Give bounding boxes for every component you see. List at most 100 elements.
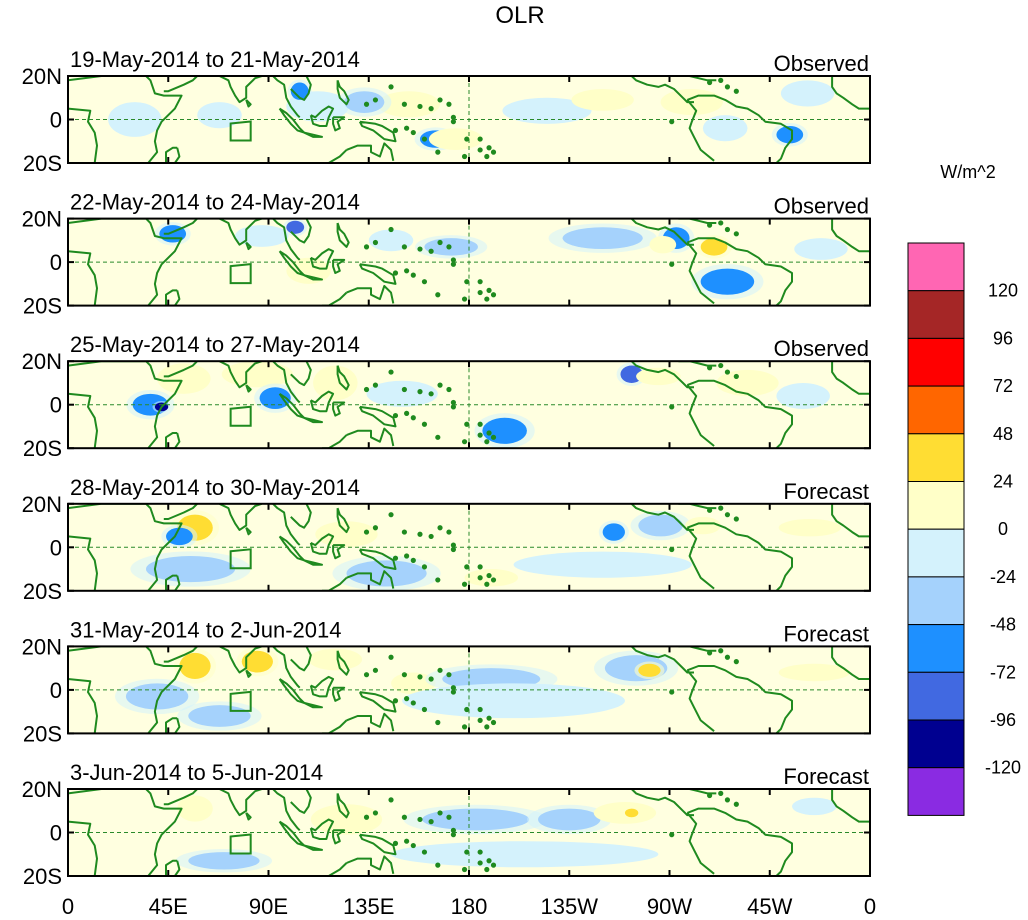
- island-dot: [446, 814, 452, 820]
- region-box: [229, 833, 252, 855]
- island-dot: [733, 88, 739, 94]
- island-dot: [718, 220, 724, 226]
- coastlines: [68, 646, 870, 734]
- island-dot: [437, 382, 443, 388]
- y-tick-label: 0: [50, 678, 62, 703]
- island-dot: [464, 706, 470, 713]
- x-axis: 0 45E 90E 135E 180 135W 90W 45W 0: [62, 894, 876, 919]
- coastline-segment: [219, 218, 263, 246]
- island-dot: [464, 279, 470, 285]
- island-dot: [446, 244, 452, 250]
- coastline-segment: [358, 405, 397, 428]
- anomaly-contour: [313, 365, 358, 401]
- anomaly-contour: [794, 238, 848, 260]
- coastline-segment: [68, 678, 98, 734]
- y-tick-label: 20S: [23, 294, 62, 319]
- coastline-segment: [686, 812, 715, 875]
- island-dot: [450, 257, 457, 263]
- panel-kind: Forecast: [783, 764, 869, 789]
- coastline-segment: [322, 577, 348, 591]
- island-dot: [388, 797, 394, 803]
- island-dot: [707, 365, 713, 371]
- coastline-segment: [831, 76, 870, 110]
- anomaly-contour: [177, 795, 213, 822]
- panel-kind: Forecast: [783, 479, 869, 504]
- x-tick-label: 90E: [249, 894, 288, 919]
- island-dot: [421, 421, 428, 427]
- island-dot: [707, 792, 713, 799]
- island-dot: [669, 404, 675, 410]
- anomaly-contour: [446, 255, 581, 278]
- legend-label: 120: [988, 281, 1018, 301]
- island-dot: [392, 698, 399, 704]
- coastline-segment: [245, 669, 252, 678]
- figure-title: OLR: [495, 2, 544, 29]
- island-dot: [669, 832, 675, 838]
- coastline-segment: [358, 833, 397, 856]
- island-dot: [421, 564, 428, 570]
- anomaly-contour: [464, 569, 519, 587]
- island-dot: [707, 650, 713, 656]
- island-dot: [718, 790, 724, 796]
- legend-label: -72: [990, 662, 1016, 682]
- island-dot: [450, 542, 457, 548]
- coastline-segment: [219, 503, 263, 531]
- anomaly-contour: [571, 89, 634, 111]
- legend-swatch: [907, 671, 965, 721]
- island-dot: [669, 546, 675, 553]
- anomaly-contour: [179, 652, 211, 680]
- coastline-segment: [163, 503, 198, 520]
- anomaly-contour: [624, 808, 639, 818]
- anomaly-contour: [286, 257, 331, 284]
- legend-swatch: [907, 337, 965, 387]
- coastline-segment: [245, 526, 252, 536]
- island-dot: [490, 862, 497, 868]
- island-dot: [421, 706, 428, 713]
- coastline-segment: [165, 859, 181, 876]
- region-box: [229, 120, 252, 142]
- coastline-segment: [219, 789, 263, 817]
- anomaly-contour: [602, 523, 625, 541]
- island-dot: [461, 724, 468, 730]
- island-dot: [401, 672, 407, 678]
- coastlines: [68, 76, 870, 163]
- coastline-segment: [163, 789, 198, 806]
- island-dot: [477, 432, 483, 438]
- coastline-segment: [272, 361, 301, 404]
- y-tick-label: 20S: [23, 436, 62, 461]
- legend-swatch: [907, 528, 965, 578]
- coastline-segment: [346, 570, 395, 589]
- island-dot: [392, 270, 399, 276]
- coastline-segment: [332, 401, 346, 417]
- island-dot: [428, 106, 434, 112]
- coastline-segment: [358, 548, 397, 570]
- x-tick-label: 0: [864, 894, 876, 919]
- island-dot: [410, 272, 416, 278]
- island-dot: [477, 136, 483, 142]
- anomaly-contour: [402, 683, 625, 719]
- island-dot: [392, 127, 399, 133]
- island-dot: [401, 386, 407, 393]
- island-dot: [388, 654, 394, 660]
- anomaly-contour: [649, 236, 677, 254]
- island-dot: [417, 816, 423, 823]
- island-dot: [435, 434, 441, 440]
- island-dot: [486, 287, 492, 293]
- island-dot: [428, 391, 434, 397]
- anomaly-contour: [344, 91, 385, 113]
- coastlines: [68, 361, 870, 449]
- anomaly-contour: [428, 128, 483, 150]
- coastline-segment: [68, 76, 183, 163]
- island-dot: [435, 292, 441, 298]
- island-dot: [707, 79, 713, 86]
- island-dot: [486, 145, 492, 151]
- anomaly-contour: [636, 367, 681, 386]
- map-panel: 19-May-2014 to 21-May-2014 Observed 20N 0 20…: [22, 47, 871, 176]
- legend-label: 0: [998, 519, 1008, 539]
- legend-swatch: [907, 242, 965, 292]
- coastline-segment: [831, 503, 870, 538]
- coastline-segment: [309, 675, 335, 698]
- island-dot: [484, 296, 490, 302]
- coastline-segment: [272, 218, 301, 261]
